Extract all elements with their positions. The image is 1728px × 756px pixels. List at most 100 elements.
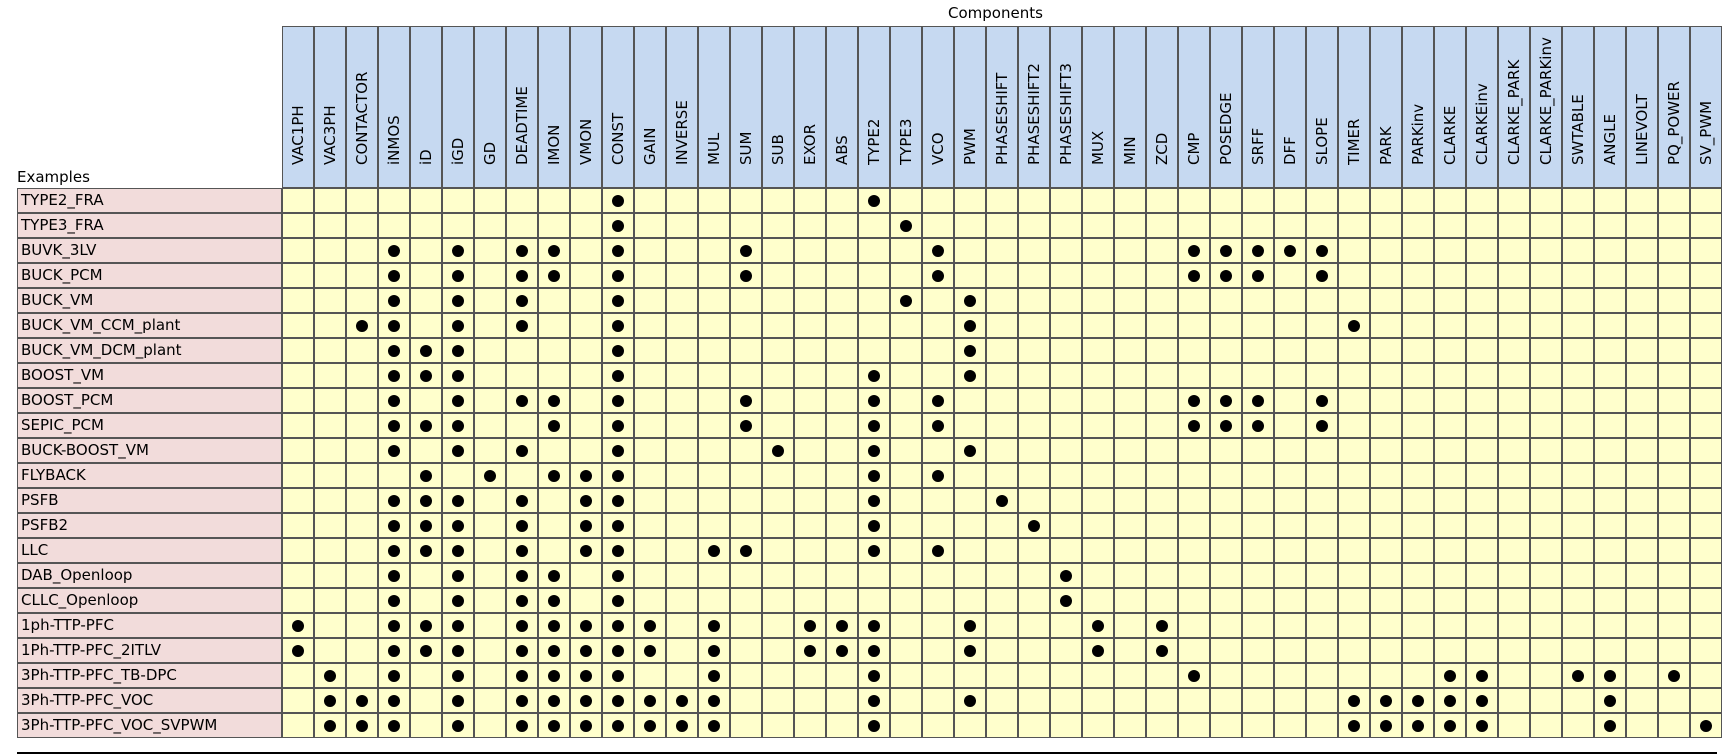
matrix-cell (1018, 413, 1050, 438)
matrix-cell (1338, 638, 1370, 663)
matrix-cell (794, 638, 826, 663)
matrix-cell (794, 363, 826, 388)
usage-dot-icon (996, 494, 1008, 507)
matrix-cell (570, 638, 602, 663)
matrix-cell (442, 238, 474, 263)
matrix-cell (858, 488, 890, 513)
matrix-cell (1690, 413, 1722, 438)
usage-dot-icon (868, 494, 880, 507)
matrix-cell (1338, 713, 1370, 738)
matrix-cell (378, 213, 410, 238)
matrix-cell (762, 588, 794, 613)
matrix-cell (282, 263, 314, 288)
matrix-cell (922, 413, 954, 438)
usage-dot-icon (548, 594, 560, 607)
usage-dot-icon (452, 569, 464, 582)
usage-dot-icon (1252, 419, 1264, 432)
matrix-cell (1306, 413, 1338, 438)
matrix-cell (730, 713, 762, 738)
matrix-cell (1146, 538, 1178, 563)
usage-dot-icon (676, 694, 688, 707)
matrix-cell (1594, 238, 1626, 263)
usage-dot-icon (1604, 669, 1616, 682)
matrix-cell (1690, 388, 1722, 413)
usage-dot-icon (388, 619, 400, 632)
matrix-cell (442, 688, 474, 713)
matrix-cell (922, 188, 954, 213)
matrix-cell (1626, 213, 1658, 238)
matrix-cell (1594, 463, 1626, 488)
matrix-cell (410, 463, 442, 488)
usage-dot-icon (964, 294, 976, 307)
matrix-cell (1018, 463, 1050, 488)
usage-dot-icon (676, 719, 688, 732)
column-header: CLARKE_PARK (1498, 26, 1530, 188)
matrix-cell (1242, 288, 1274, 313)
row-label: CLLC_Openloop (17, 588, 282, 613)
matrix-cell (1210, 363, 1242, 388)
usage-dot-icon (772, 444, 784, 457)
usage-dot-icon (292, 619, 304, 632)
usage-dot-icon (548, 419, 560, 432)
matrix-cell (1178, 363, 1210, 388)
column-header-label: iD (417, 149, 435, 165)
matrix-cell (410, 713, 442, 738)
usage-dot-icon (1476, 719, 1488, 732)
matrix-cell (378, 713, 410, 738)
usage-dot-icon (708, 644, 720, 657)
matrix-cell (282, 363, 314, 388)
matrix-cell (1242, 538, 1274, 563)
matrix-cell (1594, 413, 1626, 438)
matrix-cell (890, 688, 922, 713)
matrix-cell (1338, 238, 1370, 263)
matrix-cell (922, 663, 954, 688)
matrix-cell (506, 188, 538, 213)
matrix-cell (1050, 313, 1082, 338)
matrix-cell (986, 188, 1018, 213)
matrix-cell (858, 288, 890, 313)
matrix-cell (730, 488, 762, 513)
matrix-cell (1274, 438, 1306, 463)
column-header-label: VAC1PH (289, 105, 307, 165)
matrix-cell (922, 688, 954, 713)
usage-dot-icon (740, 544, 752, 557)
column-header-label: SUB (769, 134, 787, 165)
matrix-cell (1274, 188, 1306, 213)
matrix-cell (1466, 638, 1498, 663)
matrix-cell (1498, 513, 1530, 538)
matrix-cell (1178, 313, 1210, 338)
row-label: 3Ph-TTP-PFC_TB-DPC (17, 663, 282, 688)
matrix-cell (538, 338, 570, 363)
matrix-cell (698, 463, 730, 488)
matrix-cell (1594, 288, 1626, 313)
matrix-cell (1146, 213, 1178, 238)
matrix-cell (410, 188, 442, 213)
matrix-cell (1050, 338, 1082, 363)
matrix-cell (570, 488, 602, 513)
matrix-cell (1082, 488, 1114, 513)
matrix-cell (1082, 563, 1114, 588)
matrix-cell (570, 388, 602, 413)
matrix-cell (1658, 288, 1690, 313)
matrix-cell (1146, 713, 1178, 738)
row-label: 1ph-TTP-PFC (17, 613, 282, 638)
column-header-label: SLOPE (1313, 117, 1331, 165)
matrix-cell (698, 513, 730, 538)
usage-dot-icon (708, 619, 720, 632)
matrix-cell (570, 538, 602, 563)
usage-dot-icon (1060, 569, 1072, 582)
matrix-cell (1658, 413, 1690, 438)
usage-dot-icon (548, 719, 560, 732)
matrix-cell (1210, 438, 1242, 463)
matrix-cell (538, 688, 570, 713)
matrix-cell (634, 488, 666, 513)
matrix-cell (1626, 513, 1658, 538)
usage-dot-icon (868, 444, 880, 457)
matrix-cell (1690, 663, 1722, 688)
usage-dot-icon (964, 694, 976, 707)
matrix-cell (602, 713, 634, 738)
matrix-cell (538, 288, 570, 313)
matrix-cell (1242, 438, 1274, 463)
matrix-cell (698, 488, 730, 513)
matrix-cell (1082, 213, 1114, 238)
